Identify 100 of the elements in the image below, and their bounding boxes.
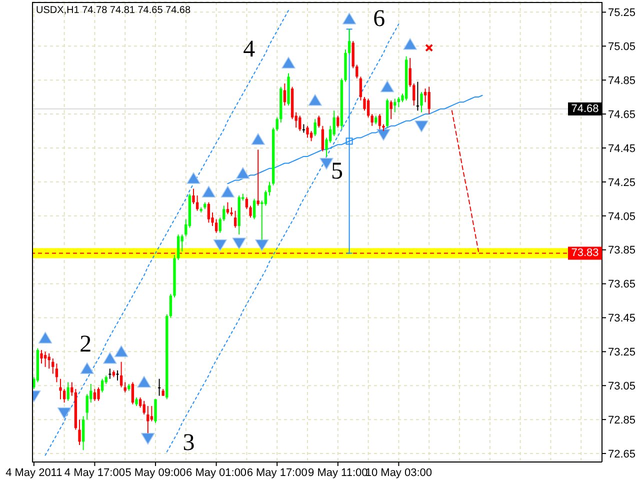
candlestick xyxy=(82,416,85,451)
candlestick xyxy=(318,115,320,128)
candlestick xyxy=(108,368,112,380)
candlestick xyxy=(116,370,119,382)
candlestick xyxy=(412,82,416,106)
annotation: 5 xyxy=(330,158,343,185)
point xyxy=(186,172,200,184)
ref-line-label: 74.68 xyxy=(571,102,599,115)
candlestick xyxy=(370,114,374,126)
y-tick-label: 75.05 xyxy=(608,41,636,54)
y-tick-label: 75.25 xyxy=(608,7,636,20)
candlestick xyxy=(142,400,146,415)
candlestick xyxy=(62,388,66,404)
y-tick-label: 74.85 xyxy=(608,74,636,87)
candlestick xyxy=(256,149,260,206)
candlestick xyxy=(44,351,47,368)
candlestick xyxy=(146,405,150,434)
candlestick xyxy=(390,100,392,120)
annotation: 3 xyxy=(182,430,195,456)
y-tick-label: 72.85 xyxy=(608,414,636,426)
candlestick xyxy=(363,96,366,112)
candlestick xyxy=(310,130,313,142)
point xyxy=(346,138,353,145)
candlestick xyxy=(86,394,88,420)
candlestick xyxy=(52,358,54,374)
candlestick xyxy=(218,217,222,234)
x-tick-label: 9 May 11:00 xyxy=(308,466,368,479)
point xyxy=(403,38,417,50)
candlestick xyxy=(394,98,396,113)
point xyxy=(137,376,151,388)
annotation: 2 xyxy=(80,332,92,358)
annotation: 4 xyxy=(243,36,256,62)
point xyxy=(251,133,265,145)
candlestick xyxy=(356,64,358,79)
x-tick-label: 6 May 01:00 xyxy=(186,466,247,479)
point xyxy=(320,158,334,170)
point xyxy=(376,129,390,141)
candlestick xyxy=(222,205,226,222)
candlestick xyxy=(245,196,248,210)
candlestick xyxy=(336,115,340,128)
point xyxy=(202,186,216,198)
candlestick xyxy=(214,218,218,234)
candlestick xyxy=(66,382,70,402)
candlestick xyxy=(234,210,237,228)
point xyxy=(57,407,72,420)
candlestick xyxy=(276,116,278,132)
y-tick-label: 74.05 xyxy=(608,210,636,223)
point xyxy=(80,362,94,374)
y-tick-label: 73.65 xyxy=(608,278,636,291)
point xyxy=(380,80,394,92)
candlestick xyxy=(268,181,271,196)
candlestick xyxy=(314,118,316,137)
candlestick xyxy=(169,293,172,318)
point xyxy=(103,352,117,364)
candlestick xyxy=(59,378,62,400)
candlestick xyxy=(408,58,412,88)
point xyxy=(236,167,250,179)
x-tick-label: 6 May 17:00 xyxy=(246,466,308,479)
point xyxy=(213,239,227,252)
candlestick xyxy=(226,202,230,215)
candlestick xyxy=(264,190,268,206)
y-tick-label: 73.25 xyxy=(608,346,636,359)
candlestick xyxy=(55,363,58,383)
point xyxy=(255,239,269,252)
candlestick xyxy=(207,202,210,224)
candlestick xyxy=(158,378,161,396)
candlestick xyxy=(420,91,423,113)
candlestick xyxy=(154,398,157,424)
x-tick-label: 5 May 09:00 xyxy=(125,466,186,479)
candlestick xyxy=(120,361,123,388)
candlestick xyxy=(298,115,302,132)
chart-title: USDX,H1 74.78 74.81 74.65 74.68 xyxy=(36,5,191,16)
point xyxy=(232,238,246,250)
candlestick xyxy=(283,82,286,106)
annotation: 6 xyxy=(373,6,386,32)
candlestick xyxy=(176,234,180,261)
x-tick-label: 4 May 2011 xyxy=(6,466,62,479)
candlestick xyxy=(252,198,256,220)
candlestick xyxy=(378,114,382,130)
x-tick-label: 4 May 17:00 xyxy=(64,466,125,479)
candlestick xyxy=(366,98,370,118)
y-tick-label: 73.45 xyxy=(608,312,636,325)
candlestick xyxy=(321,125,324,152)
line-series xyxy=(451,110,479,252)
candlestick xyxy=(332,110,336,137)
y-tick-label: 74.25 xyxy=(608,176,636,189)
y-tick-label: 73.85 xyxy=(608,244,636,257)
candlestick xyxy=(192,188,195,204)
candlestick xyxy=(100,378,104,393)
candlestick xyxy=(70,382,74,396)
candlestick xyxy=(352,40,354,69)
y-tick-label: 73.05 xyxy=(608,380,636,393)
point xyxy=(141,432,155,445)
ref-line-label: 73.83 xyxy=(571,247,599,260)
candlestick xyxy=(416,81,420,112)
candlestick xyxy=(131,382,134,405)
y-tick-label: 72.65 xyxy=(608,448,636,460)
candlestick xyxy=(97,386,100,402)
point xyxy=(38,332,52,344)
y-tick-label: 74.45 xyxy=(608,142,636,155)
